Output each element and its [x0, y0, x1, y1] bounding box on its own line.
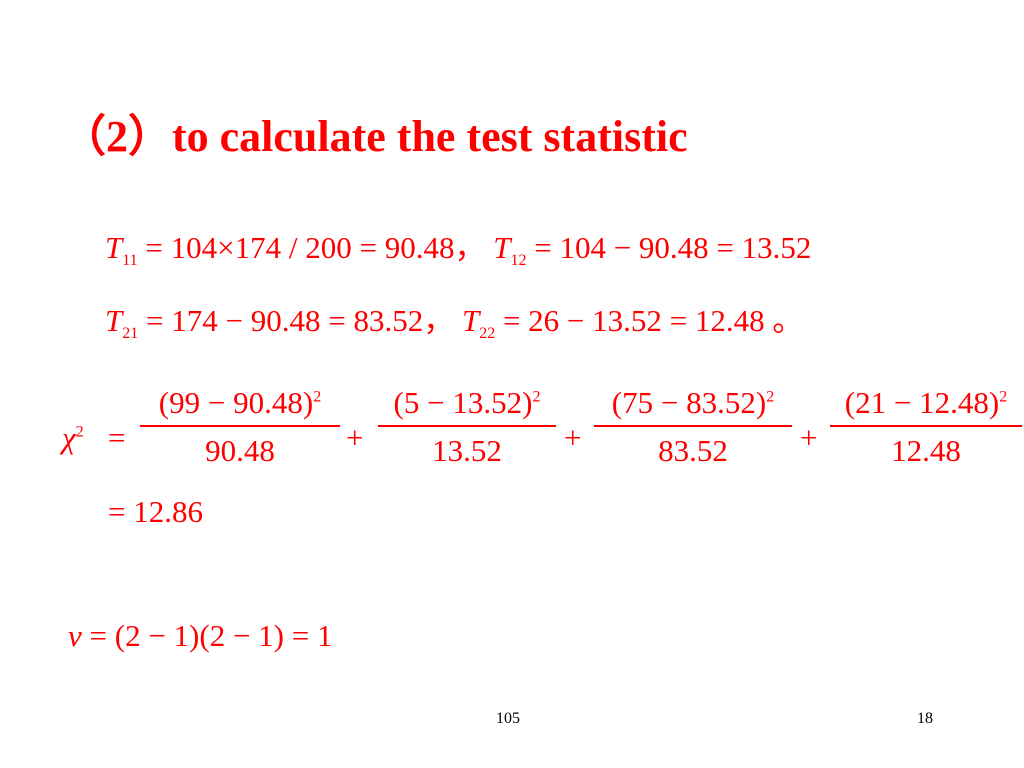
- denominator: 83.52: [658, 433, 728, 468]
- fraction-bar: [140, 425, 340, 427]
- end-mark: 。: [772, 303, 804, 338]
- expected-row: T21 = 174 − 90.48 = 83.52， T22 = 26 − 13…: [105, 295, 803, 343]
- power: 2: [999, 388, 1008, 406]
- symbol: T: [493, 230, 511, 265]
- equals: =: [108, 420, 126, 455]
- separator: ，: [423, 303, 455, 338]
- page-number: 18: [917, 710, 933, 727]
- symbol: ν: [68, 618, 82, 653]
- chi-result: = 12.86: [108, 494, 203, 529]
- numerator: (21 − 12.48)2: [841, 385, 1011, 421]
- separator: ，: [454, 230, 486, 265]
- fraction-bar: [594, 425, 792, 427]
- fraction: (99 − 90.48)2 90.48: [140, 385, 340, 469]
- title: （2）to calculate the test statistic: [62, 112, 688, 161]
- footer-center: 105: [496, 710, 520, 727]
- expression: = (2 − 1)(2 − 1) = 1: [89, 618, 333, 653]
- power: 2: [532, 388, 541, 406]
- expression: = 104×174 / 200 = 90.48: [145, 230, 455, 265]
- symbol: χ: [62, 420, 76, 455]
- fraction: (5 − 13.52)2 13.52: [378, 385, 556, 469]
- subscript: 22: [479, 325, 496, 343]
- numerator: (5 − 13.52)2: [390, 385, 545, 421]
- plus: +: [346, 420, 364, 455]
- chi-symbol: χ2: [62, 420, 84, 456]
- numerator: (99 − 90.48)2: [155, 385, 325, 421]
- fraction-bar: [378, 425, 556, 427]
- subscript: 11: [122, 252, 138, 270]
- expected-row: T11 = 104×174 / 200 = 90.48， T12 = 104 −…: [105, 222, 811, 270]
- expression: = 174 − 90.48 = 83.52: [146, 303, 424, 338]
- fraction-bar: [830, 425, 1022, 427]
- numerator-text: (99 − 90.48): [158, 385, 314, 420]
- fraction: (21 − 12.48)2 12.48: [830, 385, 1022, 469]
- symbol: T: [461, 303, 480, 338]
- symbol: T: [105, 303, 123, 338]
- dof: ν = (2 − 1)(2 − 1) = 1: [68, 618, 333, 654]
- plus: +: [800, 420, 818, 455]
- denominator: 13.52: [432, 433, 502, 468]
- superscript: 2: [75, 423, 84, 441]
- subscript: 21: [122, 325, 139, 343]
- symbol: T: [105, 230, 123, 265]
- expression: = 26 − 13.52 = 12.48: [502, 303, 765, 338]
- fraction: (75 − 83.52)2 83.52: [594, 385, 792, 469]
- plus: +: [564, 420, 582, 455]
- numerator-text: (5 − 13.52): [393, 385, 533, 420]
- power: 2: [766, 388, 775, 406]
- denominator: 12.48: [891, 433, 961, 468]
- numerator-text: (21 − 12.48): [844, 385, 1000, 420]
- denominator: 90.48: [205, 433, 275, 468]
- numerator-text: (75 − 83.52): [611, 385, 767, 420]
- numerator: (75 − 83.52)2: [608, 385, 778, 421]
- power: 2: [313, 388, 322, 406]
- subscript: 12: [510, 252, 527, 270]
- expression: = 104 − 90.48 = 13.52: [534, 230, 812, 265]
